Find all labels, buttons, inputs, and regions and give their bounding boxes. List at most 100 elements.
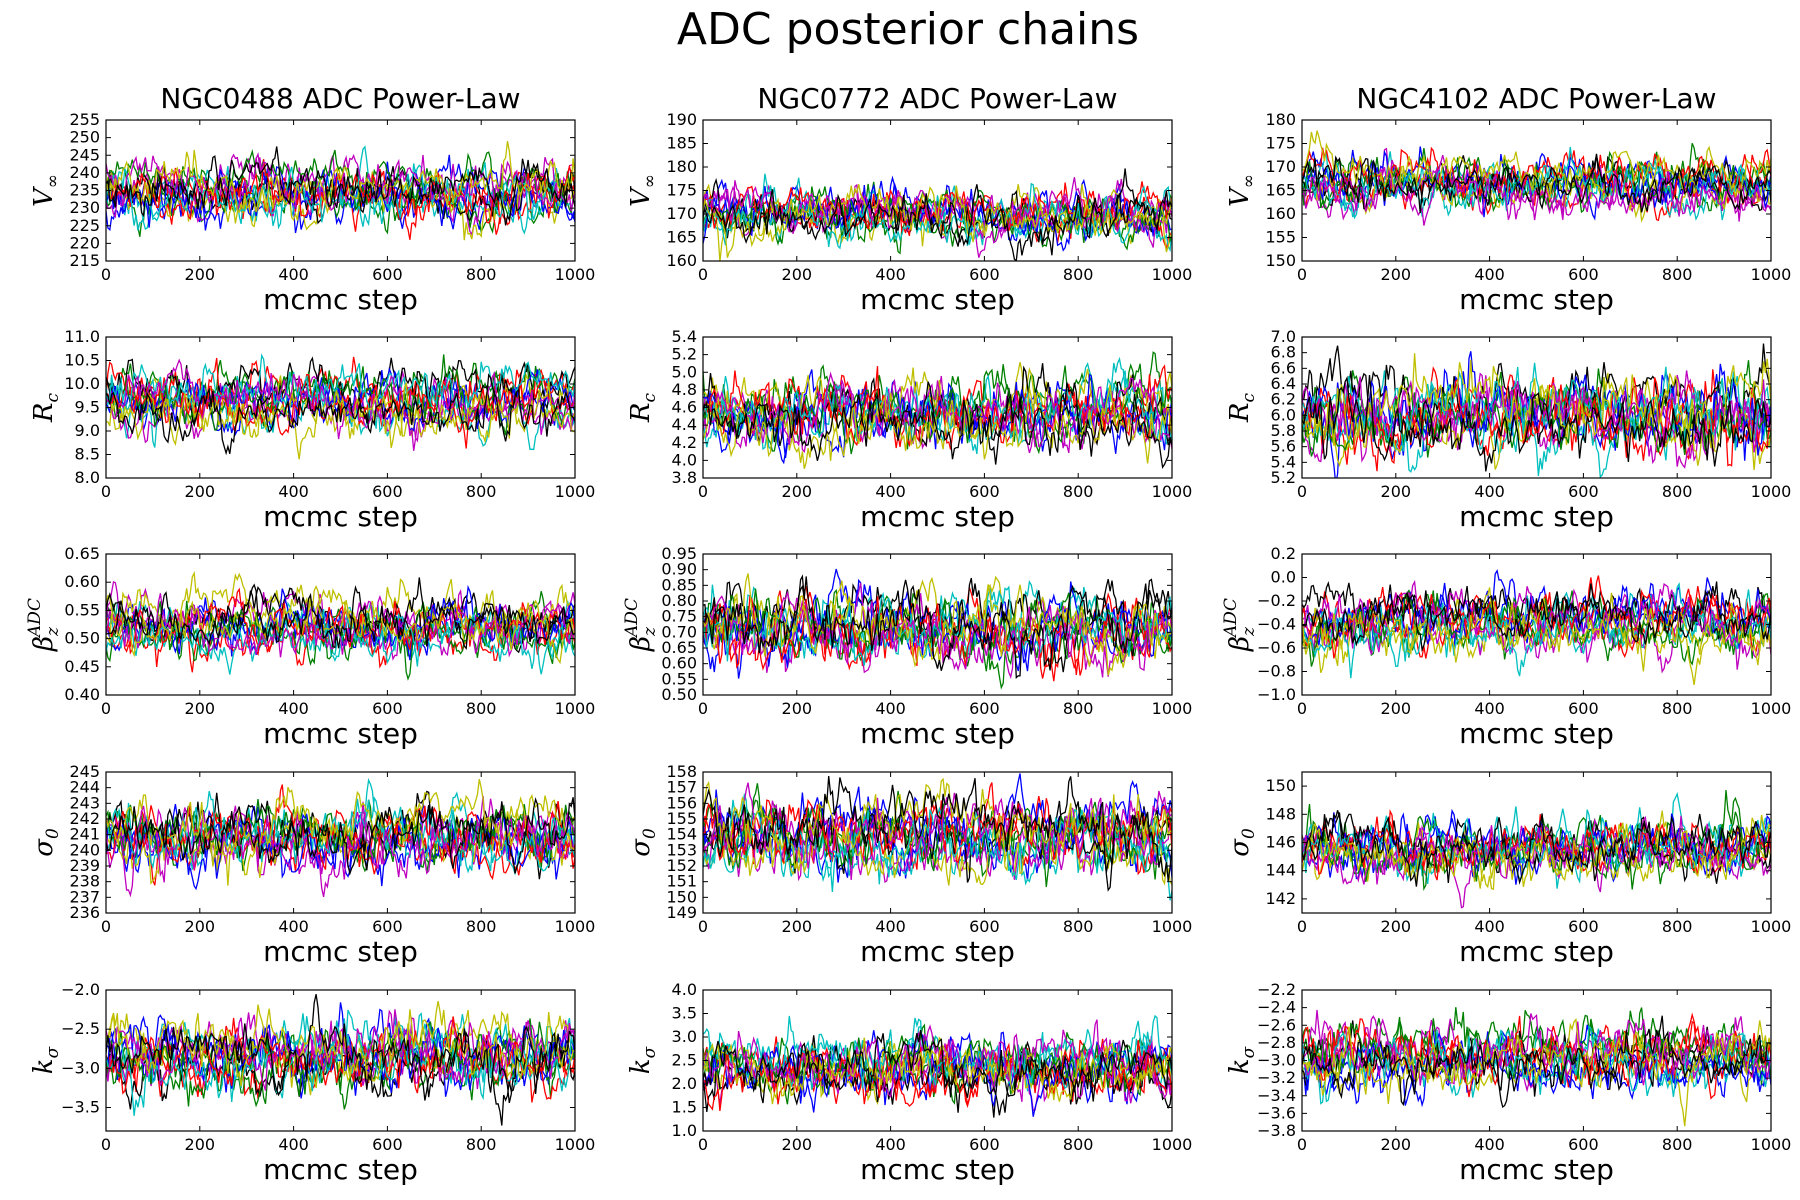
x-tick-label: 0 (1297, 1135, 1307, 1154)
y-tick-label: −0.6 (1257, 638, 1296, 657)
y-tick-label: 0.70 (661, 622, 697, 641)
plot-frame (702, 553, 1173, 696)
x-axis-label: mcmc step (860, 500, 1015, 533)
x-tick-label: 200 (782, 699, 813, 718)
chain-trace-13 (106, 779, 575, 867)
traces (1302, 1007, 1771, 1127)
chain-trace-9 (106, 354, 575, 436)
y-tick-label: 165 (1265, 181, 1296, 200)
panel-r4-c1: 0 200 400 600 800 100023623723823924024124224… (29, 762, 595, 968)
y-axis-label: σ0 (626, 828, 660, 857)
chain-trace-14 (106, 577, 575, 651)
chain-trace-12 (106, 593, 575, 658)
chain-trace-13 (1302, 1018, 1771, 1104)
x-tick-label: 0 (1297, 265, 1307, 284)
y-tick-label: 0.45 (64, 657, 100, 676)
traces (1302, 789, 1771, 909)
y-tick-label: 146 (1265, 833, 1296, 852)
y-tick-label: 241 (69, 825, 100, 844)
y-tick-label: 4.0 (672, 450, 697, 469)
plot-frame (105, 989, 576, 1132)
y-tick-label: −3.4 (1257, 1086, 1296, 1105)
chain-trace-14 (703, 776, 1172, 892)
y-tick-label: 0.90 (661, 560, 697, 579)
x-tick-label: 0 (698, 699, 708, 718)
x-axis-label: mcmc step (1459, 717, 1614, 750)
y-tick-label: 0.60 (661, 654, 697, 673)
x-tick-label: 400 (1474, 482, 1505, 501)
x-tick-label: 200 (185, 482, 216, 501)
y-tick-label: 5.2 (672, 345, 697, 364)
chain-trace-11 (106, 145, 575, 231)
x-tick-label: 400 (1474, 1135, 1505, 1154)
chain-trace-4 (1302, 791, 1771, 889)
x-tick-label: 600 (372, 482, 403, 501)
chain-trace-11 (1302, 1024, 1771, 1105)
x-tick-label: 400 (875, 1135, 906, 1154)
y-tick-label: 9.5 (75, 398, 100, 417)
y-tick-label: −1.0 (1257, 685, 1296, 704)
y-tick-label: 170 (666, 204, 697, 223)
x-axis-label: mcmc step (263, 1153, 418, 1186)
traces (106, 140, 575, 241)
x-tick-label: 1000 (1152, 699, 1193, 718)
x-tick-label: 1000 (555, 482, 596, 501)
chain-trace-14 (1302, 810, 1771, 887)
y-tick-label: −0.8 (1257, 662, 1296, 681)
panel-r2-c2: 0 200 400 600 800 10003.84.04.24.44.64.85.05.… (626, 327, 1192, 533)
y-axis-label: kσ (29, 1046, 63, 1074)
x-tick-label: 800 (1662, 482, 1693, 501)
x-tick-label: 400 (875, 482, 906, 501)
y-tick-label: 150 (1265, 776, 1296, 795)
figure-title: ADC posterior chains (677, 4, 1139, 55)
y-tick-label: −3.2 (1257, 1068, 1296, 1087)
x-tick-label: 800 (1063, 699, 1094, 718)
x-tick-label: 1000 (1152, 482, 1193, 501)
y-tick-label: 3.8 (672, 468, 697, 487)
y-tick-label: 160 (666, 251, 697, 270)
y-tick-label: 153 (666, 840, 697, 859)
y-tick-label: −2.8 (1257, 1033, 1296, 1052)
x-tick-label: 800 (1662, 917, 1693, 936)
x-tick-label: 800 (1662, 1135, 1693, 1154)
x-tick-label: 600 (372, 917, 403, 936)
traces (1302, 343, 1771, 478)
y-tick-label: 230 (69, 198, 100, 217)
chain-trace-11 (1302, 806, 1771, 883)
y-tick-label: 144 (1265, 861, 1296, 880)
y-tick-label: 175 (1265, 134, 1296, 153)
y-axis-label: V∞ (29, 174, 63, 207)
y-tick-label: 180 (1265, 110, 1296, 129)
x-tick-label: 600 (969, 482, 1000, 501)
y-tick-label: −3.0 (61, 1058, 100, 1077)
chain-trace-12 (703, 582, 1172, 672)
y-tick-label: 215 (69, 251, 100, 270)
x-tick-label: 600 (1568, 265, 1599, 284)
y-tick-label: 5.2 (1271, 468, 1296, 487)
chain-trace-13 (703, 384, 1172, 469)
y-tick-label: 10.5 (64, 351, 100, 370)
y-tick-label: 5.0 (672, 362, 697, 381)
x-tick-label: 400 (278, 917, 309, 936)
column-title-2: NGC0772 ADC Power-Law (757, 82, 1117, 115)
x-tick-label: 600 (969, 265, 1000, 284)
chain-trace-11 (106, 607, 575, 675)
chain-trace-13 (1302, 810, 1771, 891)
panel-r3-c1: 0 200 400 600 800 1000 0.40 0.45 0.50 0.55 0.60 0.6… (25, 544, 595, 750)
chain-trace-14 (106, 797, 575, 876)
x-tick-label: 0 (101, 265, 111, 284)
y-axis-label: βzADC (25, 598, 63, 652)
x-tick-label: 600 (1568, 917, 1599, 936)
x-tick-label: 1000 (1152, 265, 1193, 284)
y-tick-label: 2.5 (672, 1051, 697, 1070)
chain-trace-9 (106, 1018, 575, 1110)
x-axis-label: mcmc step (263, 717, 418, 750)
y-tick-label: 6.8 (1271, 343, 1296, 362)
panel-r5-c2: 0 200 400 600 800 1000 1.0 1.5 2.0 2.5 3.0 3.5 4.0 mc… (626, 980, 1192, 1186)
x-tick-label: 200 (1381, 265, 1412, 284)
y-tick-label: −0.2 (1257, 591, 1296, 610)
traces (1302, 569, 1771, 686)
y-tick-label: 0.60 (64, 572, 100, 591)
x-axis-label: mcmc step (263, 283, 418, 316)
x-tick-label: 200 (782, 482, 813, 501)
